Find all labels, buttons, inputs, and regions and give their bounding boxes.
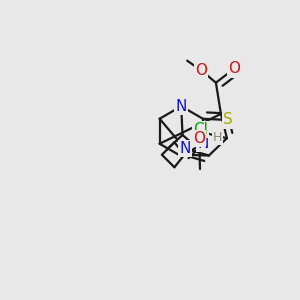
Text: Cl: Cl <box>193 122 208 137</box>
Text: S: S <box>223 112 233 128</box>
Text: N: N <box>179 141 190 156</box>
Text: O: O <box>228 61 240 76</box>
Text: O: O <box>195 63 207 78</box>
Text: H: H <box>213 131 222 144</box>
Text: N: N <box>197 136 208 151</box>
Text: O: O <box>193 131 205 146</box>
Text: N: N <box>176 99 187 114</box>
